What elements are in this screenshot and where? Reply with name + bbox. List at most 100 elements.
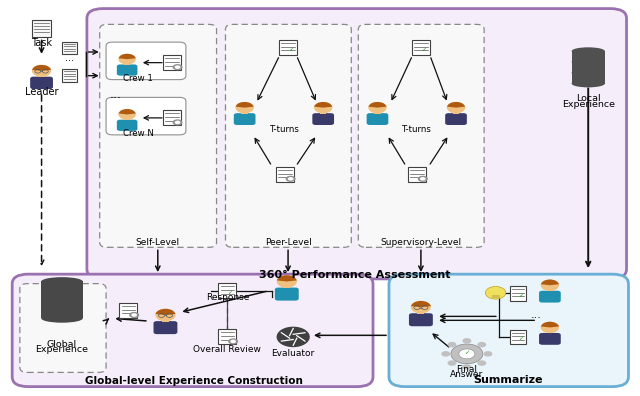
Circle shape bbox=[118, 54, 136, 65]
Circle shape bbox=[129, 312, 139, 318]
FancyBboxPatch shape bbox=[30, 77, 53, 89]
FancyBboxPatch shape bbox=[389, 274, 628, 386]
FancyBboxPatch shape bbox=[12, 274, 373, 386]
Text: Final: Final bbox=[456, 365, 477, 374]
Wedge shape bbox=[32, 65, 51, 71]
Bar bbox=[320, 111, 326, 114]
FancyBboxPatch shape bbox=[408, 167, 426, 182]
Bar bbox=[241, 111, 248, 114]
Circle shape bbox=[228, 338, 238, 345]
Wedge shape bbox=[541, 322, 559, 327]
Circle shape bbox=[451, 344, 483, 364]
FancyBboxPatch shape bbox=[358, 25, 484, 247]
Bar bbox=[547, 289, 553, 291]
Bar bbox=[162, 319, 169, 322]
Wedge shape bbox=[541, 280, 559, 285]
Circle shape bbox=[447, 360, 456, 366]
Ellipse shape bbox=[41, 314, 83, 323]
Wedge shape bbox=[314, 102, 332, 108]
Text: Task: Task bbox=[31, 38, 52, 48]
Circle shape bbox=[459, 349, 475, 359]
FancyBboxPatch shape bbox=[509, 330, 526, 344]
Text: ···: ··· bbox=[531, 313, 541, 324]
Text: ···: ··· bbox=[109, 91, 122, 105]
Text: ✓: ✓ bbox=[227, 291, 233, 295]
Circle shape bbox=[276, 275, 297, 288]
Bar bbox=[374, 111, 381, 114]
Bar bbox=[284, 286, 291, 288]
Circle shape bbox=[288, 177, 294, 181]
Text: ···: ··· bbox=[65, 56, 74, 66]
Text: ✓: ✓ bbox=[288, 47, 293, 52]
FancyBboxPatch shape bbox=[100, 25, 216, 247]
Text: ✓: ✓ bbox=[421, 47, 426, 52]
Text: 360° Performance Assessment: 360° Performance Assessment bbox=[259, 270, 451, 280]
Wedge shape bbox=[411, 301, 431, 307]
Wedge shape bbox=[277, 275, 297, 282]
Text: Local: Local bbox=[576, 94, 600, 103]
Text: Global: Global bbox=[47, 339, 77, 348]
Ellipse shape bbox=[572, 58, 605, 66]
FancyBboxPatch shape bbox=[218, 283, 236, 298]
FancyBboxPatch shape bbox=[367, 113, 388, 125]
Circle shape bbox=[420, 177, 426, 181]
FancyBboxPatch shape bbox=[106, 42, 186, 80]
Circle shape bbox=[463, 338, 471, 344]
Ellipse shape bbox=[572, 80, 605, 88]
Ellipse shape bbox=[41, 289, 83, 298]
Circle shape bbox=[368, 102, 387, 113]
FancyBboxPatch shape bbox=[276, 167, 294, 182]
Bar bbox=[547, 331, 553, 333]
Bar bbox=[41, 306, 83, 318]
Text: Response: Response bbox=[205, 293, 249, 302]
Circle shape bbox=[418, 176, 428, 182]
FancyBboxPatch shape bbox=[87, 9, 627, 279]
FancyBboxPatch shape bbox=[32, 20, 51, 36]
Bar bbox=[453, 111, 460, 114]
FancyBboxPatch shape bbox=[225, 25, 351, 247]
Ellipse shape bbox=[41, 277, 83, 286]
Circle shape bbox=[131, 313, 137, 317]
Bar bbox=[38, 74, 45, 77]
Bar bbox=[41, 294, 83, 306]
Circle shape bbox=[230, 340, 236, 343]
Bar bbox=[124, 118, 130, 120]
FancyBboxPatch shape bbox=[539, 333, 561, 345]
Circle shape bbox=[285, 176, 296, 182]
Circle shape bbox=[118, 109, 136, 120]
FancyBboxPatch shape bbox=[163, 110, 180, 126]
Circle shape bbox=[314, 102, 332, 113]
Circle shape bbox=[477, 360, 486, 366]
Text: Experience: Experience bbox=[35, 345, 88, 354]
Bar bbox=[572, 73, 605, 84]
Bar bbox=[572, 62, 605, 73]
FancyBboxPatch shape bbox=[106, 97, 186, 135]
Bar bbox=[492, 295, 500, 298]
Text: Answer: Answer bbox=[451, 370, 483, 379]
Text: Leader: Leader bbox=[25, 87, 58, 97]
Text: T-turns: T-turns bbox=[270, 125, 300, 134]
Text: ✓: ✓ bbox=[518, 293, 523, 298]
Circle shape bbox=[173, 119, 182, 126]
FancyBboxPatch shape bbox=[275, 287, 299, 301]
FancyBboxPatch shape bbox=[120, 303, 138, 318]
Circle shape bbox=[156, 309, 175, 321]
Text: Summarize: Summarize bbox=[474, 375, 543, 385]
Circle shape bbox=[483, 351, 492, 357]
Bar bbox=[41, 282, 83, 294]
Text: Self-Level: Self-Level bbox=[136, 238, 180, 247]
Wedge shape bbox=[118, 109, 136, 114]
Circle shape bbox=[447, 102, 465, 113]
FancyBboxPatch shape bbox=[117, 65, 138, 76]
Circle shape bbox=[173, 64, 182, 70]
Text: Evaluator: Evaluator bbox=[271, 349, 315, 358]
FancyBboxPatch shape bbox=[234, 113, 255, 125]
FancyBboxPatch shape bbox=[20, 284, 106, 372]
Text: ✓: ✓ bbox=[518, 337, 523, 341]
Wedge shape bbox=[369, 102, 387, 108]
Circle shape bbox=[236, 102, 254, 113]
FancyBboxPatch shape bbox=[62, 69, 77, 82]
FancyBboxPatch shape bbox=[163, 55, 180, 70]
Wedge shape bbox=[118, 54, 136, 59]
FancyBboxPatch shape bbox=[539, 291, 561, 303]
